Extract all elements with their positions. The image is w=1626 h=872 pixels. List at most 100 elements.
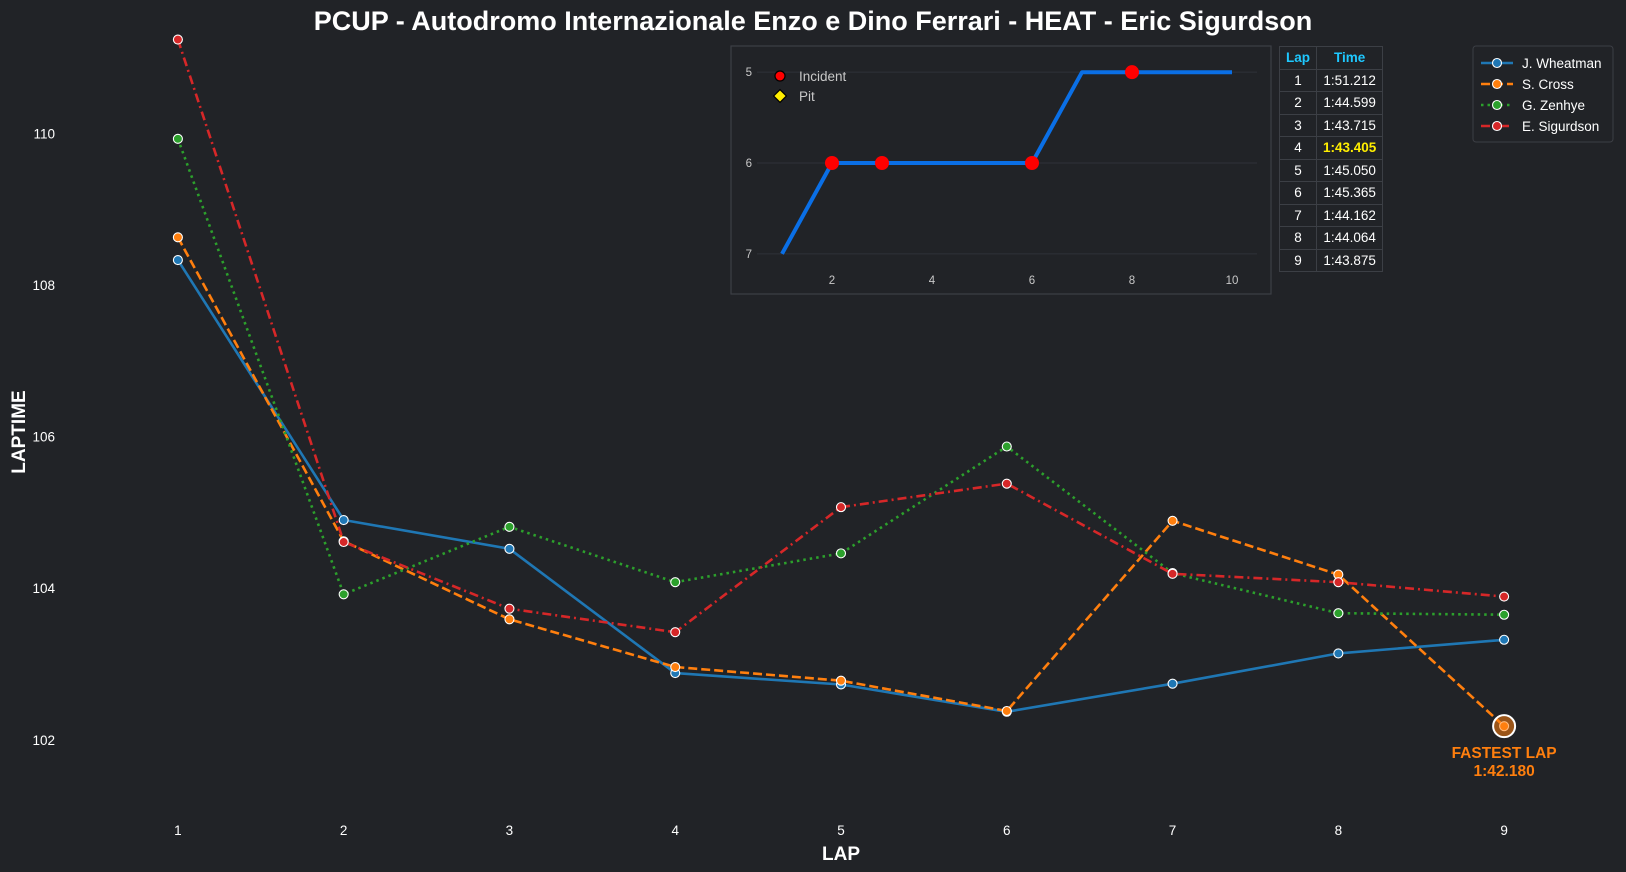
lap-number-cell: 2 — [1278, 91, 1318, 115]
table-row: 1 1:51.212 — [1278, 68, 1384, 92]
x-tick-label: 3 — [506, 823, 514, 838]
table-row: 6 1:45.365 — [1278, 181, 1384, 205]
table-row: 7 1:44.162 — [1278, 203, 1384, 227]
incident-marker — [1125, 65, 1139, 80]
data-point — [338, 589, 349, 600]
data-point — [1333, 608, 1344, 619]
pit-legend-label: Pit — [799, 89, 815, 104]
lap-number-cell: 8 — [1278, 226, 1318, 250]
lap-time-cell: 1:44.599 — [1316, 91, 1384, 115]
lap-time-cell: 1:44.162 — [1316, 203, 1384, 227]
lap-time-cell: 1:45.365 — [1316, 181, 1384, 205]
data-point — [338, 536, 349, 548]
data-point — [504, 543, 515, 554]
y-tick-label: 106 — [32, 430, 55, 445]
legend-label: G. Zenhye — [1522, 98, 1585, 113]
inset-x-tick-label: 2 — [829, 275, 835, 287]
data-point — [835, 502, 847, 513]
table-row: 2 1:44.599 — [1278, 91, 1384, 115]
table-row: 8 1:44.064 — [1278, 226, 1384, 250]
x-tick-label: 5 — [837, 823, 845, 838]
lap-table-header: Lap Time — [1278, 46, 1384, 70]
y-tick-label: 102 — [32, 733, 55, 748]
lap-time-cell: 1:43.715 — [1316, 113, 1384, 137]
series-line — [176, 236, 1505, 728]
incident-marker — [825, 156, 839, 170]
inset-legend: Incident Pit — [772, 69, 847, 104]
x-tick-label: 1 — [174, 823, 182, 838]
data-point — [1499, 609, 1510, 620]
incident-legend-label: Incident — [799, 69, 847, 84]
legend-label: S. Cross — [1522, 77, 1574, 92]
main-legend: J. Wheatman S. Cross G. Zenhye E. Sigurdson — [1472, 45, 1614, 143]
fastest-lap-time: 1:42.180 — [1474, 763, 1535, 780]
inset-y-tick-label: 6 — [746, 158, 752, 170]
data-point — [1001, 705, 1012, 717]
data-point — [504, 603, 515, 614]
y-tick-label: 104 — [32, 581, 55, 596]
data-point — [670, 577, 681, 588]
position-line — [780, 70, 1232, 255]
data-point — [504, 614, 515, 625]
x-tick-label: 9 — [1500, 823, 1508, 838]
x-tick-label: 2 — [340, 823, 348, 838]
lap-time-cell: 1:44.064 — [1316, 226, 1384, 250]
data-point — [1167, 568, 1178, 579]
lap-number-cell: 1 — [1278, 68, 1318, 92]
data-point — [670, 627, 681, 638]
x-tick-label: 7 — [1169, 823, 1177, 838]
lap-time-cell: 1:43.875 — [1316, 248, 1384, 272]
x-tick-label: 6 — [1003, 823, 1011, 838]
fastest-lap-marker — [1492, 714, 1517, 739]
lap-number-cell: 3 — [1278, 113, 1318, 137]
data-point — [504, 521, 515, 532]
lap-times-table: Lap Time 1 1:51.212 2 1:44.599 3 1:43.715 4 1:4… — [1278, 46, 1384, 272]
inset-y-tick-label: 7 — [746, 249, 752, 261]
y-tick-label: 108 — [32, 278, 55, 293]
table-row: 4 1:43.405 — [1278, 136, 1384, 160]
legend-label: J. Wheatman — [1522, 56, 1602, 71]
lap-column-header: Lap — [1278, 46, 1318, 70]
incident-legend-marker — [774, 70, 786, 82]
data-point — [670, 661, 681, 673]
y-tick-label: 110 — [33, 127, 55, 142]
x-axis-label: LAP — [822, 844, 860, 865]
data-point — [1499, 634, 1510, 645]
data-point — [1499, 591, 1510, 602]
data-point — [835, 548, 847, 559]
lap-number-cell: 7 — [1278, 203, 1318, 227]
y-axis-label: LAPTIME — [9, 390, 30, 473]
incident-marker — [875, 156, 889, 170]
data-point — [1333, 648, 1344, 659]
lap-time-cell: 1:51.212 — [1316, 68, 1384, 92]
data-point — [172, 34, 183, 45]
legend-marker — [1491, 99, 1503, 111]
data-point — [1001, 478, 1012, 489]
inset-x-tick-label: 6 — [1029, 275, 1035, 287]
table-row: 9 1:43.875 — [1278, 248, 1384, 272]
fastest-lap-label: FASTEST LAP — [1452, 745, 1557, 762]
lap-time-cell: 1:43.405 — [1316, 136, 1384, 160]
inset-x-tick-label: 10 — [1226, 275, 1239, 287]
legend-marker — [1491, 78, 1503, 90]
x-tick-label: 4 — [671, 823, 679, 838]
legend-label: E. Sigurdson — [1522, 119, 1599, 134]
inset-y-tick-label: 5 — [746, 67, 752, 79]
data-point — [1333, 577, 1344, 588]
data-point — [1001, 441, 1012, 452]
lap-number-cell: 9 — [1278, 248, 1318, 272]
chart-title: PCUP - Autodromo Internazionale Enzo e D… — [314, 6, 1313, 36]
position-inset: 5 6 7 2 4 6 8 10 Incident Pit — [730, 45, 1272, 295]
time-column-header: Time — [1316, 46, 1384, 70]
table-row: 3 1:43.715 — [1278, 113, 1384, 137]
x-tick-label: 8 — [1335, 823, 1343, 838]
lap-number-cell: 5 — [1278, 158, 1318, 182]
series-line — [176, 259, 1505, 714]
data-point — [835, 675, 847, 686]
pit-legend-marker — [772, 88, 788, 104]
incident-marker — [1025, 156, 1039, 170]
lap-time-cell: 1:45.050 — [1316, 158, 1384, 182]
inset-x-tick-label: 8 — [1129, 275, 1135, 287]
data-point — [338, 514, 349, 526]
